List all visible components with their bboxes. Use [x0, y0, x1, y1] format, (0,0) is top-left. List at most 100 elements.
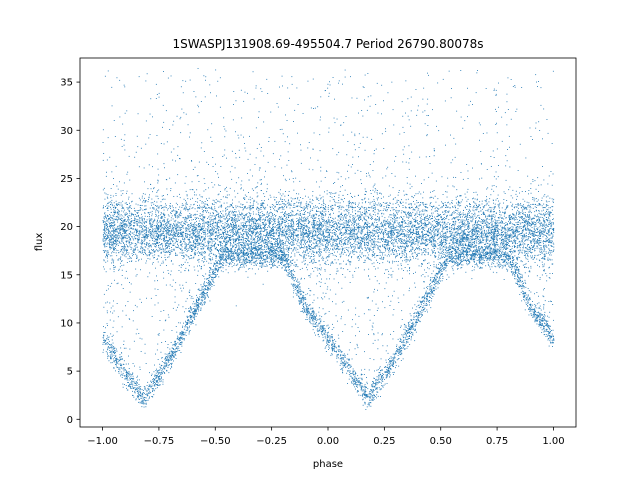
data-point [394, 214, 395, 216]
data-point [369, 258, 371, 260]
data-point [448, 210, 450, 212]
data-point [485, 215, 486, 217]
data-point [217, 194, 219, 196]
data-point [319, 241, 321, 243]
data-point [292, 244, 294, 246]
data-point [124, 229, 126, 231]
data-point [352, 230, 354, 232]
data-point [201, 228, 203, 230]
data-point [337, 243, 339, 245]
data-point [121, 234, 123, 236]
data-point [507, 239, 509, 241]
data-point [185, 248, 187, 250]
data-point [374, 276, 376, 277]
data-point [524, 215, 526, 216]
data-point [284, 206, 285, 208]
data-point [148, 229, 150, 231]
data-point [420, 275, 422, 277]
data-point [247, 221, 249, 223]
data-point [414, 232, 416, 234]
data-point [201, 228, 203, 229]
data-point [117, 238, 119, 240]
data-point [292, 250, 294, 252]
data-point [507, 242, 509, 243]
data-point [325, 209, 327, 210]
data-point [253, 199, 255, 201]
data-point [118, 268, 120, 270]
data-point [327, 240, 329, 242]
data-point [544, 212, 546, 214]
data-point [171, 251, 173, 252]
data-point [325, 245, 326, 247]
data-point [260, 220, 261, 222]
data-point [194, 227, 196, 229]
data-point [164, 217, 166, 218]
data-point [465, 271, 467, 273]
data-point [235, 229, 237, 231]
data-point [110, 225, 111, 227]
data-point [143, 236, 145, 238]
data-point [348, 259, 349, 261]
data-point [306, 226, 308, 228]
data-point [131, 212, 132, 214]
data-point [300, 241, 302, 242]
data-point [538, 259, 540, 261]
data-point [122, 249, 124, 251]
data-point [123, 216, 125, 218]
data-point [184, 237, 185, 239]
data-point [438, 232, 440, 234]
data-point [339, 232, 341, 234]
data-point [249, 234, 250, 236]
data-point [238, 238, 239, 240]
data-point [250, 231, 252, 233]
data-point [343, 224, 345, 226]
data-point [118, 259, 120, 261]
data-point [225, 234, 227, 235]
data-point [183, 255, 185, 257]
data-point [464, 220, 466, 222]
data-point [238, 210, 240, 212]
data-point [249, 229, 251, 231]
data-point [233, 228, 234, 229]
data-point [256, 248, 257, 250]
data-point [226, 208, 228, 210]
data-point [114, 243, 116, 244]
data-point [514, 234, 516, 236]
data-point [201, 251, 203, 253]
data-point [184, 248, 186, 250]
data-point [219, 244, 221, 245]
data-point [172, 244, 174, 246]
data-point [388, 237, 390, 238]
data-point [404, 236, 406, 238]
data-point [494, 222, 496, 224]
data-point [521, 240, 523, 242]
data-point [193, 229, 195, 231]
data-point [514, 219, 516, 221]
data-point [161, 233, 163, 235]
data-point [199, 215, 201, 217]
data-point [249, 244, 251, 245]
data-point [444, 219, 446, 221]
data-point [188, 244, 190, 245]
data-point [252, 217, 253, 219]
data-point [513, 245, 515, 246]
data-point [486, 245, 488, 247]
data-point [358, 237, 360, 239]
data-point [372, 223, 374, 225]
data-point [278, 257, 280, 259]
data-point [313, 243, 315, 245]
data-point [162, 251, 164, 253]
data-point [326, 227, 328, 229]
data-point [160, 249, 162, 251]
data-point [553, 249, 555, 251]
data-point [234, 244, 236, 246]
data-point [391, 243, 392, 244]
data-point [174, 233, 176, 235]
data-point [231, 219, 233, 221]
data-point [482, 236, 484, 238]
data-point [383, 257, 385, 259]
data-point [303, 234, 305, 235]
data-point [325, 213, 326, 215]
data-point [273, 208, 274, 210]
data-point [383, 237, 385, 238]
